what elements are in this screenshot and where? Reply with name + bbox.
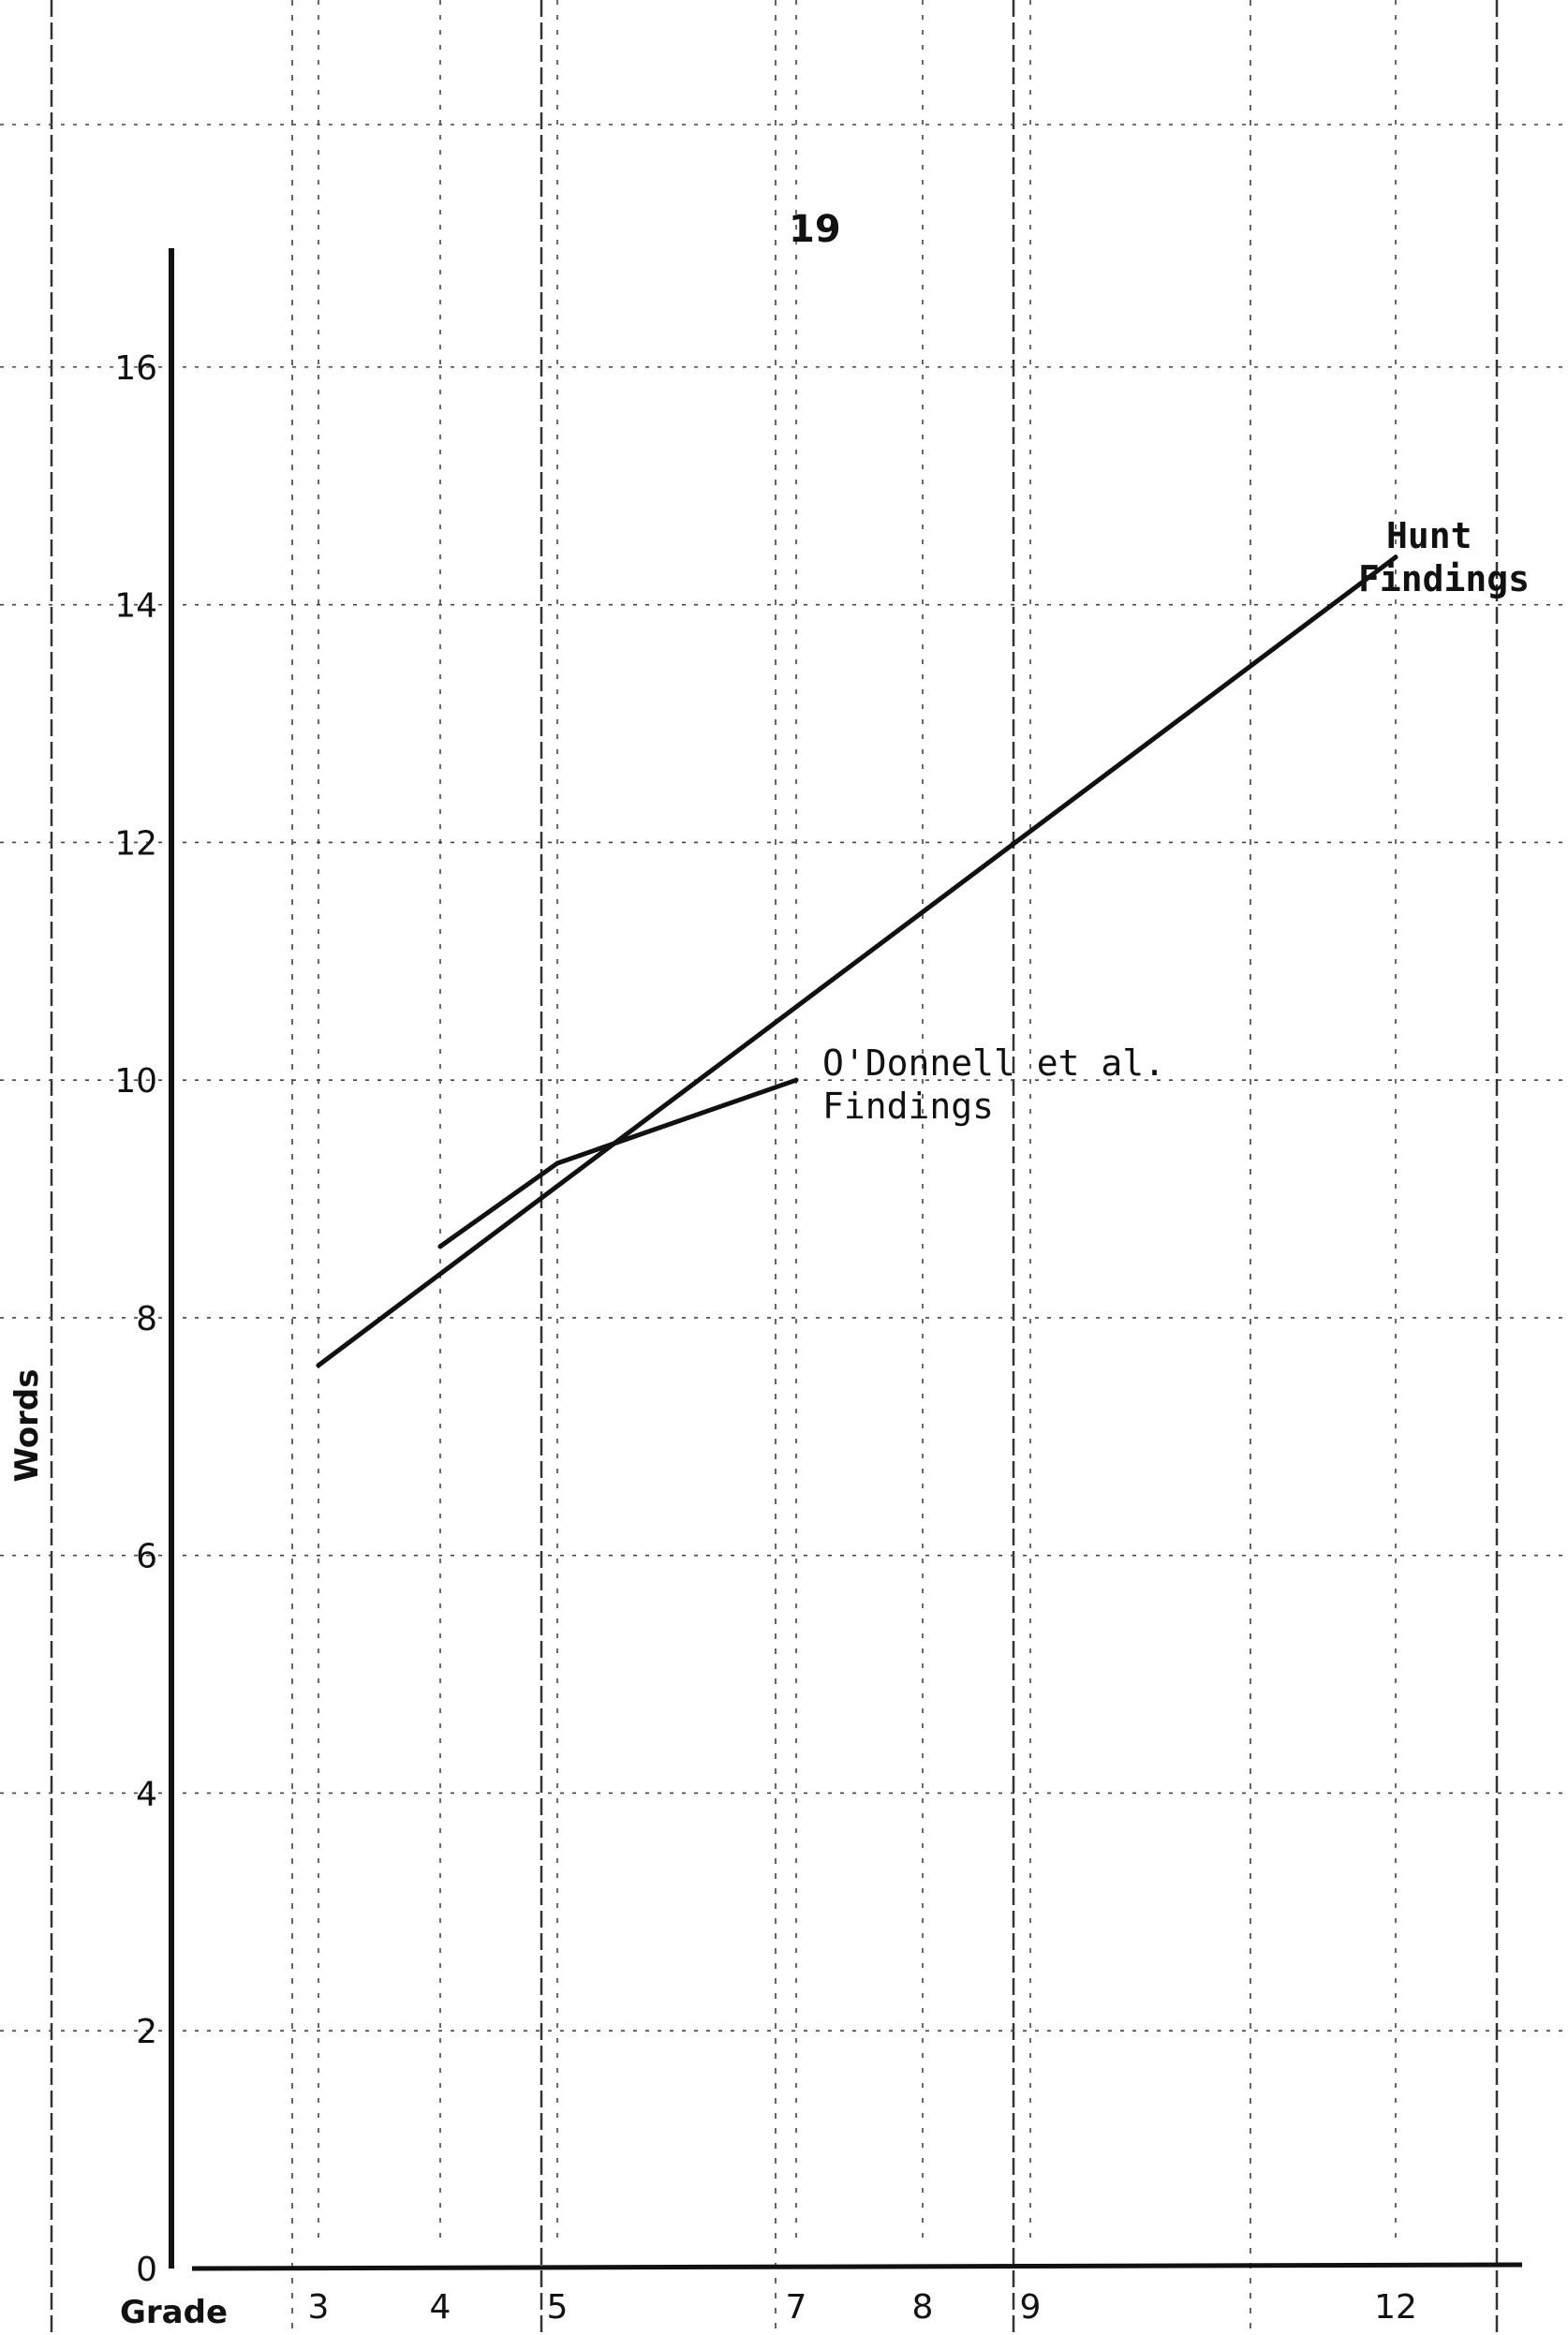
series-lines — [316, 554, 1398, 1368]
series-label-1: Findings — [1358, 558, 1530, 599]
series-label-2: Findings — [822, 1086, 994, 1127]
x-axis-line — [191, 2262, 1523, 2271]
x-tick-label: 4 — [430, 2288, 451, 2327]
x-tick-label: 8 — [912, 2288, 934, 2327]
y-tick-label: 6 — [136, 1538, 157, 1576]
series-label-1: Hunt — [1386, 515, 1472, 556]
series-label-2: O'Donnell et al. — [822, 1042, 1165, 1084]
y-tick-label: 14 — [114, 587, 157, 626]
data-point — [793, 1077, 799, 1083]
x-tick-label: 3 — [308, 2288, 330, 2327]
x-tick-label: 9 — [1020, 2288, 1042, 2327]
series-line-1 — [316, 554, 1398, 1368]
x-tick-label: 5 — [547, 2288, 569, 2327]
y-tick-label: 12 — [114, 824, 157, 863]
data-point — [1393, 554, 1398, 560]
y-tick-label: 0 — [136, 2251, 157, 2289]
y-tick-label: 2 — [136, 2013, 157, 2051]
y-tick-label: 10 — [114, 1062, 157, 1101]
page-number: 19 — [789, 208, 841, 251]
x-tick-label: 12 — [1374, 2288, 1417, 2327]
data-point — [437, 1244, 443, 1249]
data-point — [316, 1363, 321, 1368]
axes — [169, 248, 1523, 2271]
y-tick-label: 16 — [114, 349, 157, 388]
series-line-2 — [437, 1077, 799, 1249]
x-tick-label: 7 — [786, 2288, 807, 2327]
x-tick-labels: 3 4 5 7 8 9 12 — [308, 2288, 1417, 2327]
y-axis-title: Words — [8, 1369, 46, 1483]
y-tick-label: 4 — [136, 1775, 157, 1813]
y-tick-labels: 0 2 4 6 8 10 12 14 16 — [114, 349, 157, 2289]
data-point — [555, 1160, 560, 1166]
y-tick-label: 8 — [136, 1300, 157, 1338]
x-axis-title: Grade — [120, 2294, 228, 2331]
